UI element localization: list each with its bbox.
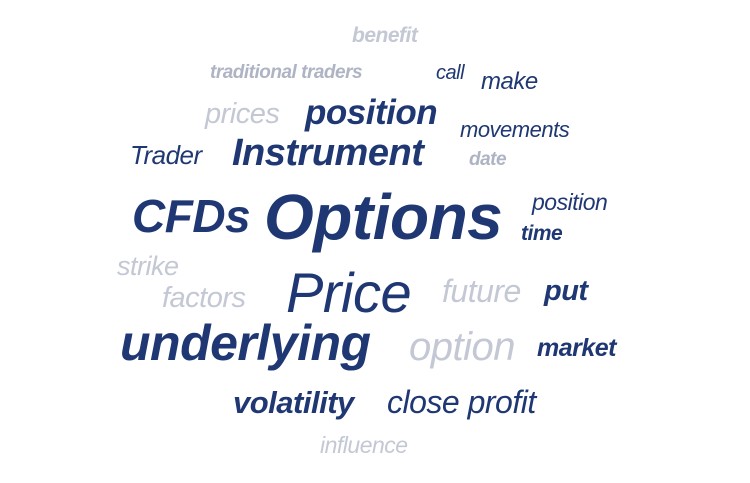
word-underlying: underlying xyxy=(120,315,371,371)
word-make: make xyxy=(481,68,538,95)
word-price: Price xyxy=(286,261,412,324)
word-movements: movements xyxy=(460,117,570,142)
word-put: put xyxy=(544,275,588,307)
word-instrument: Instrument xyxy=(232,132,424,174)
word-option: option xyxy=(409,325,515,369)
word-time: time xyxy=(521,222,563,245)
word-strike: strike xyxy=(117,251,179,281)
word-position-small: position xyxy=(532,189,608,215)
word-cfds: CFDs xyxy=(132,190,251,242)
word-volatility: volatility xyxy=(233,385,354,420)
word-date: date xyxy=(469,149,507,170)
word-traditional-traders: traditional traders xyxy=(210,62,363,83)
word-market: market xyxy=(537,334,617,362)
word-future: future xyxy=(442,273,521,309)
word-factors: factors xyxy=(162,282,246,314)
word-influence: influence xyxy=(320,432,408,458)
word-trader: Trader xyxy=(130,140,202,170)
word-options: Options xyxy=(264,181,503,253)
word-position-large: position xyxy=(305,93,438,132)
word-prices: prices xyxy=(205,98,280,130)
word-close-profit: close profit xyxy=(387,384,536,420)
word-call: call xyxy=(436,62,465,84)
word-benefit: benefit xyxy=(352,24,418,47)
